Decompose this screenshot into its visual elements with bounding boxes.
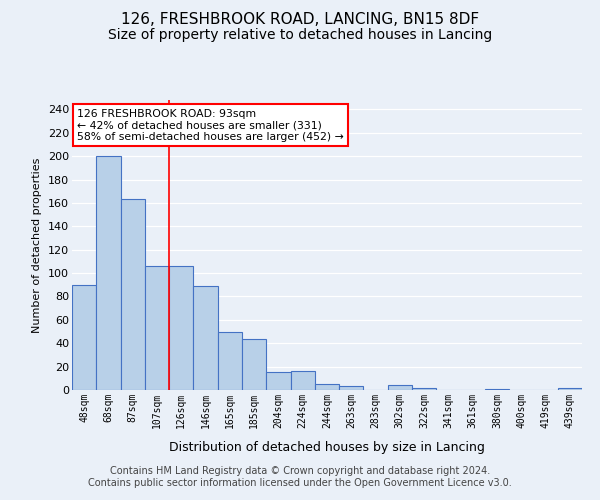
Y-axis label: Number of detached properties: Number of detached properties <box>32 158 43 332</box>
Text: Distribution of detached houses by size in Lancing: Distribution of detached houses by size … <box>169 441 485 454</box>
Bar <box>412 388 436 390</box>
Text: 126, FRESHBROOK ROAD, LANCING, BN15 8DF: 126, FRESHBROOK ROAD, LANCING, BN15 8DF <box>121 12 479 28</box>
Text: 126 FRESHBROOK ROAD: 93sqm
← 42% of detached houses are smaller (331)
58% of sem: 126 FRESHBROOK ROAD: 93sqm ← 42% of deta… <box>77 108 344 142</box>
Bar <box>218 332 242 390</box>
Bar <box>96 156 121 390</box>
Bar <box>242 338 266 390</box>
Bar <box>193 286 218 390</box>
Bar <box>145 266 169 390</box>
Bar <box>339 386 364 390</box>
Bar <box>558 388 582 390</box>
Bar <box>266 372 290 390</box>
Bar <box>315 384 339 390</box>
Bar <box>388 386 412 390</box>
Text: Size of property relative to detached houses in Lancing: Size of property relative to detached ho… <box>108 28 492 42</box>
Bar <box>72 285 96 390</box>
Bar <box>290 372 315 390</box>
Bar <box>169 266 193 390</box>
Bar <box>485 389 509 390</box>
Text: Contains HM Land Registry data © Crown copyright and database right 2024.
Contai: Contains HM Land Registry data © Crown c… <box>88 466 512 487</box>
Bar <box>121 200 145 390</box>
